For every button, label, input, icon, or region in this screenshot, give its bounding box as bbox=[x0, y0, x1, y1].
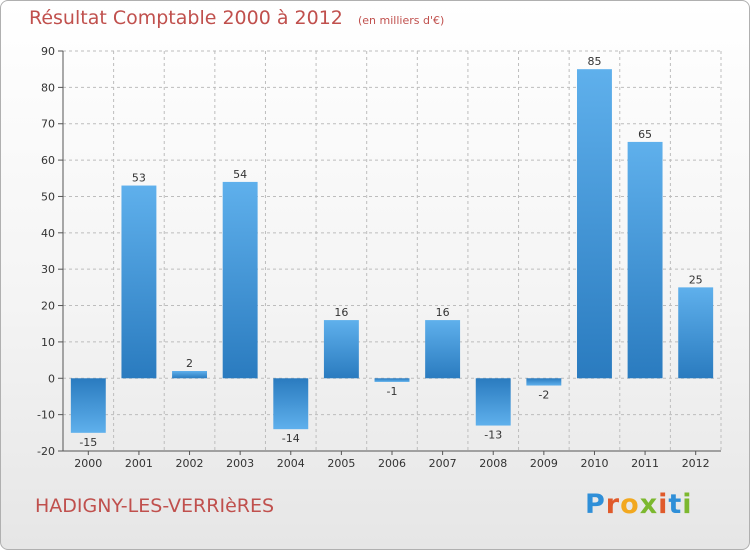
bar-2006 bbox=[374, 378, 410, 382]
x-tick-label-2005: 2005 bbox=[327, 457, 355, 470]
y-tick-label: 60 bbox=[41, 154, 55, 167]
labels: -15 53 2 54 -14 16 -1 16 -13 -2 85 65 25 bbox=[79, 55, 702, 449]
y-tick-label: 30 bbox=[41, 263, 55, 276]
value-label-2012: 25 bbox=[689, 273, 703, 286]
bar-2003 bbox=[222, 181, 258, 379]
bar-2004 bbox=[273, 378, 309, 430]
x-tick-label-2002: 2002 bbox=[176, 457, 204, 470]
proxiti-logo: Proxiti bbox=[585, 489, 693, 520]
y-tick-label: 10 bbox=[41, 336, 55, 349]
x-tick-label-2009: 2009 bbox=[530, 457, 558, 470]
bar-2001 bbox=[121, 185, 157, 379]
y-tick-label: 50 bbox=[41, 190, 55, 203]
y-tick-label: 0 bbox=[48, 372, 55, 385]
x-tick-label-2000: 2000 bbox=[74, 457, 102, 470]
bar-2008 bbox=[475, 378, 511, 426]
bars bbox=[70, 69, 714, 433]
bar-2012 bbox=[678, 287, 714, 379]
town-name: HADIGNY-LES-VERRIèRES bbox=[35, 495, 275, 517]
y-tick-label: 80 bbox=[41, 81, 55, 94]
bar-2007 bbox=[425, 320, 461, 379]
unit-text: (en milliers d'€) bbox=[357, 14, 445, 27]
x-tick-label-2010: 2010 bbox=[580, 457, 608, 470]
x-tick-label-2003: 2003 bbox=[226, 457, 254, 470]
bar-2009 bbox=[526, 378, 562, 386]
chart-title: Résultat Comptable 2000 à 2012 (en milli… bbox=[29, 7, 444, 29]
value-label-2004: -14 bbox=[282, 432, 300, 445]
axes: -20 -10 0 10 20 30 40 50 60 70 80 90 2000 2001 2002 200… bbox=[37, 45, 721, 470]
value-label-2008: -13 bbox=[484, 429, 502, 442]
bar-2002 bbox=[172, 371, 208, 379]
y-tick-label: -20 bbox=[37, 445, 55, 458]
x-tick-label-2001: 2001 bbox=[125, 457, 153, 470]
value-label-2005: 16 bbox=[334, 306, 348, 319]
x-tick-label-2006: 2006 bbox=[378, 457, 406, 470]
x-tick-label-2012: 2012 bbox=[682, 457, 710, 470]
x-tick-label-2011: 2011 bbox=[631, 457, 659, 470]
value-label-2006: -1 bbox=[387, 385, 398, 398]
bar-2005 bbox=[323, 320, 359, 379]
bar-2010 bbox=[576, 69, 612, 379]
y-tick-label: 20 bbox=[41, 300, 55, 313]
value-label-2000: -15 bbox=[79, 436, 97, 449]
value-label-2009: -2 bbox=[538, 389, 549, 402]
bar-2011 bbox=[627, 141, 663, 379]
value-label-2011: 65 bbox=[638, 128, 652, 141]
x-tick-label-2008: 2008 bbox=[479, 457, 507, 470]
value-label-2002: 2 bbox=[186, 357, 193, 370]
y-tick-label: 90 bbox=[41, 45, 55, 58]
x-tick-label-2007: 2007 bbox=[429, 457, 457, 470]
y-tick-label: -10 bbox=[37, 409, 55, 422]
x-tick-label-2004: 2004 bbox=[277, 457, 305, 470]
y-tick-label: 40 bbox=[41, 227, 55, 240]
title-text: Résultat Comptable 2000 à 2012 bbox=[29, 7, 343, 29]
value-label-2007: 16 bbox=[436, 306, 450, 319]
value-label-2010: 85 bbox=[587, 55, 601, 68]
value-label-2003: 54 bbox=[233, 168, 247, 181]
value-label-2001: 53 bbox=[132, 172, 146, 185]
y-tick-label: 70 bbox=[41, 118, 55, 131]
bar-2000 bbox=[70, 378, 106, 433]
